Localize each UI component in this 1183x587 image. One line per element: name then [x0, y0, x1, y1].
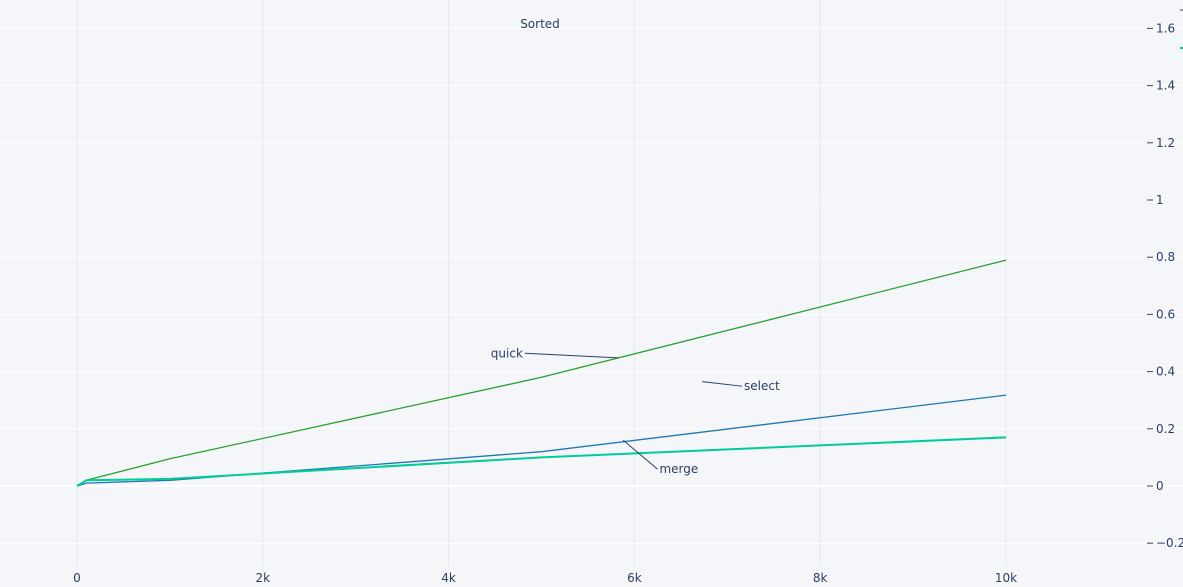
- x-tick-label: 6k: [627, 571, 642, 585]
- y-tick-label: 0.6: [1156, 307, 1175, 321]
- y-tick-label: −0.2: [1156, 536, 1183, 550]
- axes: 0 2k 4k 6k 8k 10k −0.2 0 0.2 0.4 0.6 0.8 1 1.2 1.4 1.6: [73, 9, 1183, 585]
- annotation-label: quick: [491, 346, 523, 360]
- y-tick-label: 1.4: [1156, 79, 1175, 93]
- annotation-arrow: [622, 439, 658, 470]
- y-tick-label: 1: [1156, 193, 1164, 207]
- annotation-arrow: [524, 352, 619, 359]
- series-line-1: [76, 394, 1007, 487]
- y-tick-label: 1.6: [1156, 21, 1175, 35]
- series-lines: [76, 259, 1007, 487]
- grid: [0, 0, 1183, 566]
- x-tick-label: 2k: [256, 571, 271, 585]
- annotations: quick select merge: [491, 346, 780, 476]
- y-tick-label: 0.2: [1156, 422, 1175, 436]
- x-tick-label: 10k: [995, 571, 1017, 585]
- x-tick-label: 4k: [441, 571, 456, 585]
- x-tick-label: 8k: [813, 571, 828, 585]
- x-tick-label: 0: [73, 571, 81, 585]
- y-tick-label: 0.8: [1156, 250, 1175, 264]
- y-tick-label: 1.2: [1156, 136, 1175, 150]
- chart-title: Sorted: [520, 17, 560, 31]
- y-tick-label: 0: [1156, 479, 1164, 493]
- y-tick-label: 0.4: [1156, 365, 1175, 379]
- annotation-label: select: [744, 379, 780, 393]
- annotation-label: merge: [659, 462, 698, 476]
- annotation-arrow: [702, 381, 743, 387]
- series-line-2: [76, 436, 1007, 487]
